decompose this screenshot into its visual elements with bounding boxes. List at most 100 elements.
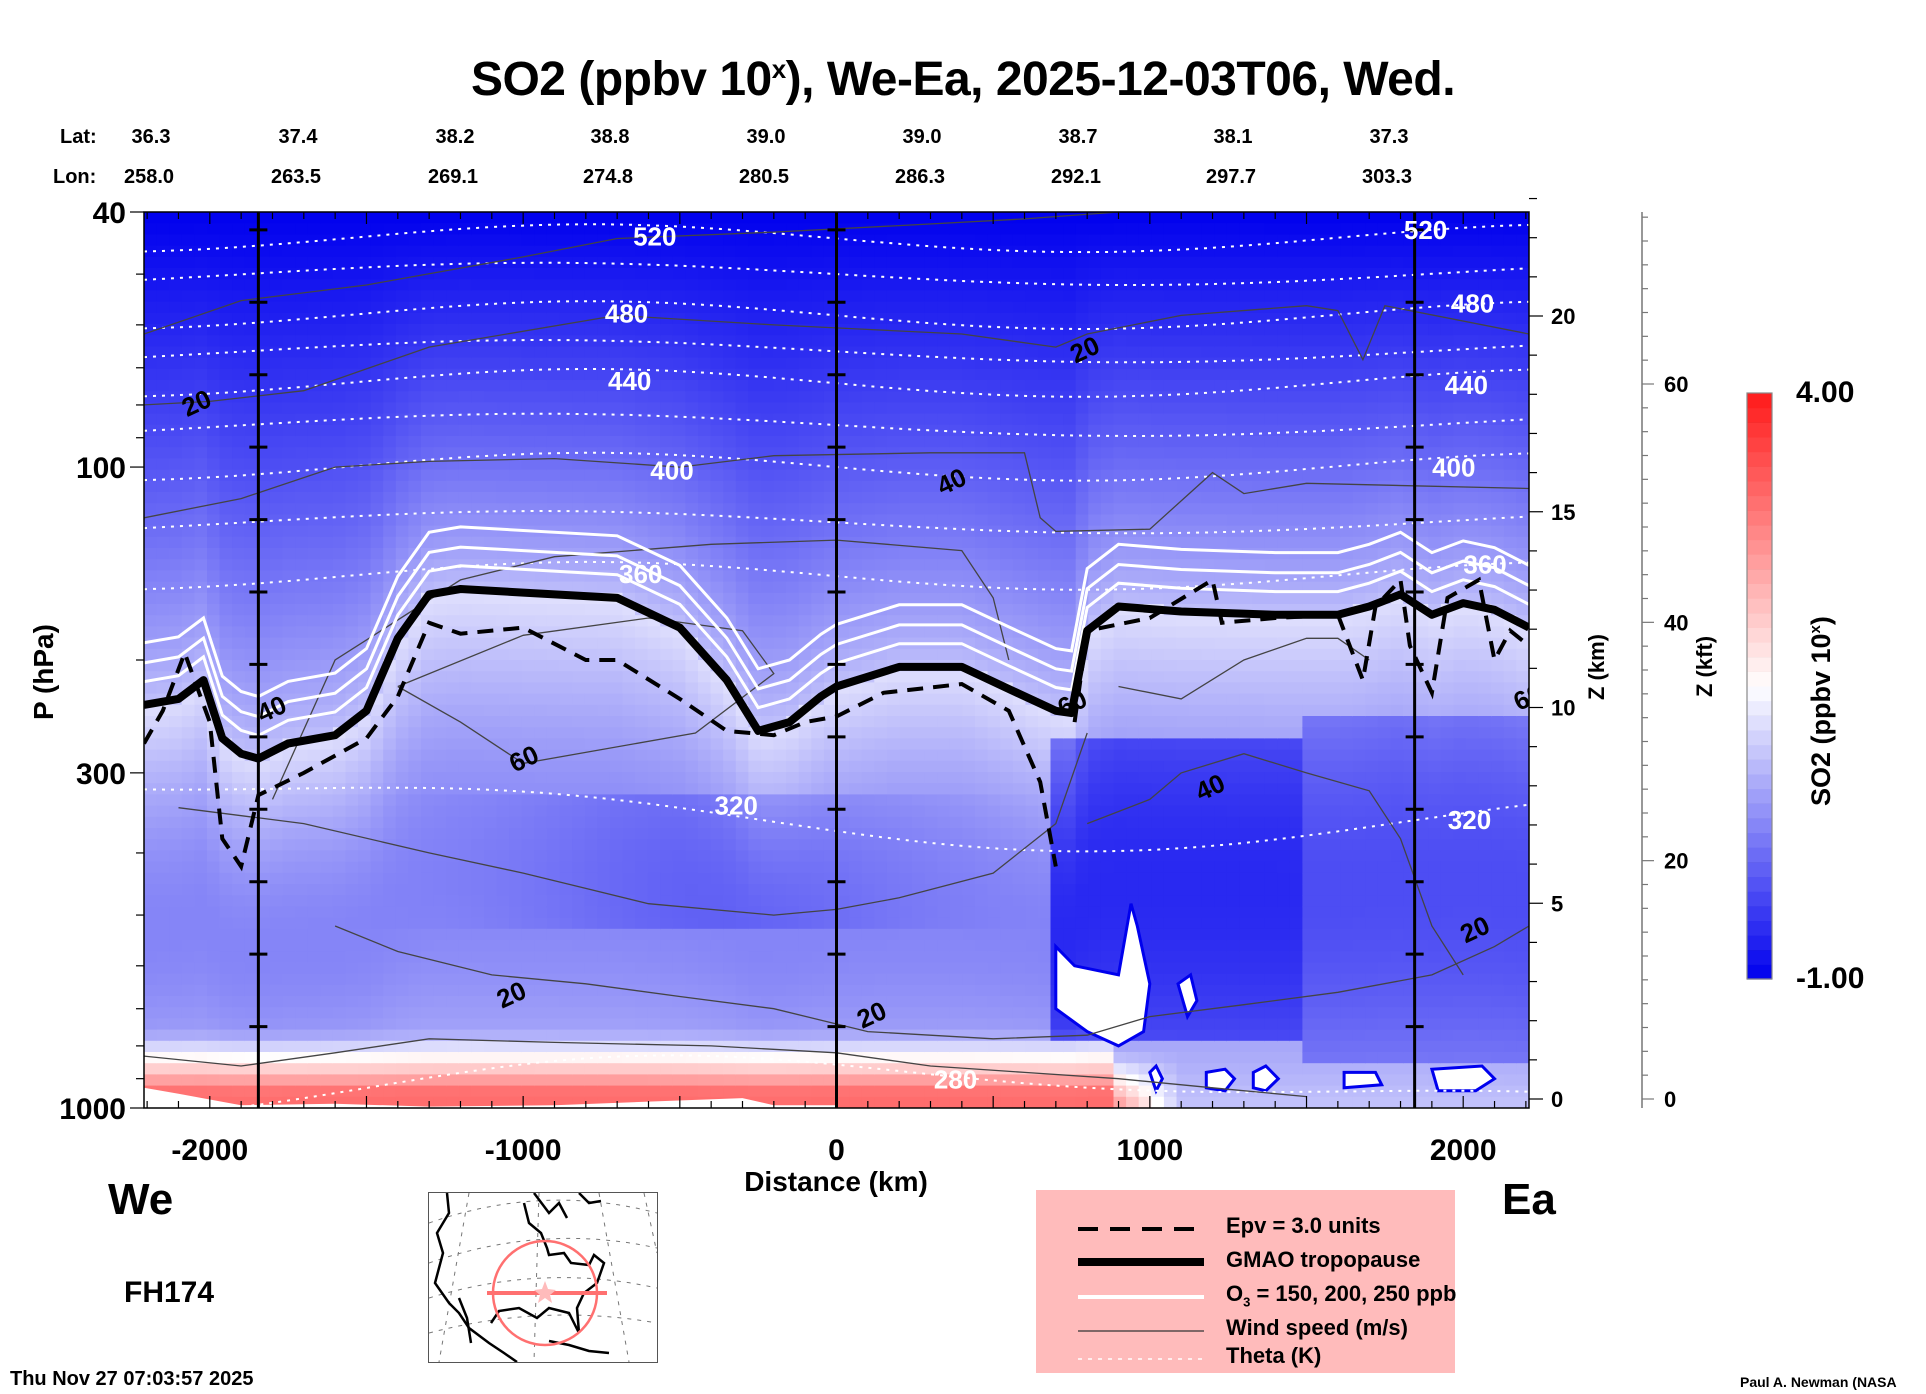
so2-cell	[395, 816, 410, 829]
so2-cell	[660, 447, 674, 460]
so2-cell	[660, 884, 674, 896]
so2-cell	[156, 928, 170, 941]
so2-cell	[874, 256, 888, 269]
so2-cell	[761, 917, 775, 930]
so2-cell	[572, 301, 586, 314]
so2-cell	[534, 1018, 548, 1031]
so2-cell	[269, 805, 284, 818]
so2-cell	[181, 559, 196, 572]
so2-cell	[886, 626, 901, 639]
so2-cell	[156, 604, 170, 616]
so2-cell	[421, 480, 435, 493]
so2-cell	[471, 223, 485, 236]
so2-cell	[144, 839, 158, 852]
so2-cell	[597, 760, 611, 773]
so2-cell	[383, 402, 397, 415]
so2-cell	[723, 301, 737, 314]
so2-cell	[761, 1074, 775, 1087]
so2-cell	[194, 424, 208, 437]
so2-cell	[169, 1074, 183, 1087]
so2-cell	[282, 850, 296, 863]
so2-cell	[912, 1096, 926, 1108]
so2-cell	[194, 794, 208, 807]
so2-cell	[622, 1007, 636, 1020]
so2-cell	[370, 391, 384, 404]
so2-cell	[836, 335, 850, 348]
so2-cell	[861, 704, 876, 717]
so2-cell	[194, 592, 208, 605]
so2-cell	[295, 1085, 309, 1098]
so2-cell	[798, 514, 813, 527]
so2-cell	[710, 514, 724, 527]
so2-cell	[912, 850, 926, 863]
so2-cell	[836, 436, 850, 448]
so2-cell	[383, 324, 397, 336]
so2-cell	[798, 604, 813, 616]
so2-cell	[823, 1096, 838, 1108]
so2-cell	[672, 928, 687, 941]
so2-cell	[823, 559, 838, 572]
so2-cell	[169, 391, 183, 404]
so2-cell	[395, 458, 410, 471]
so2-cell	[534, 951, 548, 964]
so2-cell	[698, 996, 712, 1008]
so2-cell	[370, 424, 384, 437]
so2-cell	[899, 357, 913, 370]
so2-cell	[597, 872, 611, 885]
so2-cell	[635, 738, 649, 751]
so2-cell	[496, 312, 510, 325]
so2-cell	[735, 1052, 750, 1064]
so2-cell	[761, 1096, 775, 1108]
so2-cell	[484, 928, 498, 941]
so2-cell	[307, 895, 322, 908]
so2-cell	[622, 492, 636, 504]
so2-cell	[332, 749, 347, 762]
so2-cell	[181, 223, 196, 236]
so2-cell	[710, 1074, 724, 1087]
so2-cell	[635, 312, 649, 325]
so2-cell	[886, 458, 901, 471]
so2-cell	[169, 1052, 183, 1064]
so2-cell	[597, 973, 611, 986]
so2-cell	[635, 223, 649, 236]
so2-cell	[458, 996, 473, 1008]
so2-cell	[660, 760, 674, 773]
so2-cell	[609, 682, 624, 695]
so2-cell	[912, 290, 926, 303]
so2-cell	[295, 749, 309, 762]
so2-cell	[345, 951, 359, 964]
so2-cell	[156, 357, 170, 370]
so2-cell	[244, 1040, 259, 1053]
so2-cell	[861, 368, 876, 381]
so2-cell	[635, 514, 649, 527]
so2-cell	[836, 413, 850, 426]
so2-cell	[597, 469, 611, 482]
so2-cell	[647, 772, 661, 784]
so2-cell	[798, 872, 813, 885]
so2-cell	[207, 268, 221, 280]
so2-cell	[156, 1029, 170, 1042]
so2-cell	[899, 962, 913, 975]
so2-cell	[509, 727, 523, 740]
so2-cell	[521, 772, 536, 784]
so2-cell	[458, 570, 473, 583]
so2-cell	[181, 368, 196, 381]
so2-cell	[698, 895, 712, 908]
so2-cell	[735, 984, 750, 997]
so2-cell	[748, 413, 762, 426]
so2-cell	[622, 783, 636, 796]
so2-cell	[899, 704, 913, 717]
so2-cell	[257, 1040, 271, 1053]
so2-cell	[899, 1085, 913, 1098]
so2-cell	[320, 861, 334, 874]
so2-cell	[295, 223, 309, 236]
so2-cell	[433, 290, 447, 303]
so2-cell	[912, 749, 926, 762]
so2-cell	[471, 436, 485, 448]
so2-cell	[484, 346, 498, 359]
so2-cell	[761, 245, 775, 258]
so2-cell	[886, 984, 901, 997]
so2-cell	[723, 380, 737, 392]
so2-cell	[458, 895, 473, 908]
so2-cell	[685, 984, 699, 997]
